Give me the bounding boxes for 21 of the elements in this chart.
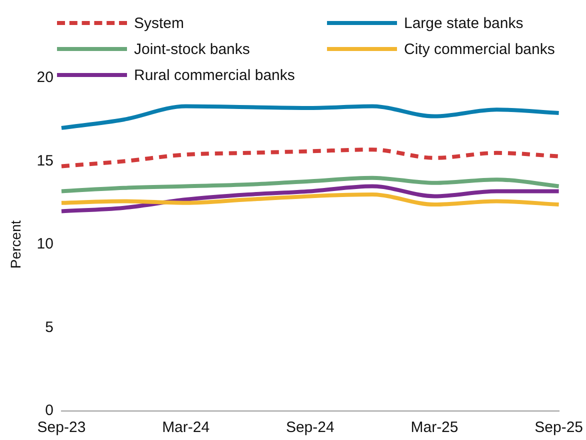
legend-label: System	[134, 14, 184, 32]
legend-label: Rural commercial banks	[134, 66, 295, 84]
legend-label: Joint-stock banks	[134, 40, 250, 58]
x-tick-label: Sep-23	[37, 419, 86, 436]
y-tick-label: 5	[45, 318, 54, 336]
y-tick-label: 0	[45, 402, 54, 420]
legend-label: City commercial banks	[404, 40, 555, 58]
x-tick-label: Sep-24	[286, 419, 334, 436]
line-series	[59, 104, 561, 130]
y-tick-label: 15	[36, 152, 54, 170]
x-tick-label: Mar-25	[410, 419, 458, 436]
y-tick-label: 20	[36, 69, 54, 86]
legend-label: Large state banks	[404, 14, 524, 32]
x-tick-label: Mar-24	[162, 419, 210, 436]
line-series	[59, 184, 561, 214]
y-axis-title: Percent	[7, 220, 24, 269]
x-tick-label: Sep-25	[534, 419, 584, 436]
line-series	[59, 192, 561, 207]
line-series	[59, 176, 561, 194]
y-tick-label: 10	[36, 236, 54, 253]
line-series	[59, 148, 561, 168]
